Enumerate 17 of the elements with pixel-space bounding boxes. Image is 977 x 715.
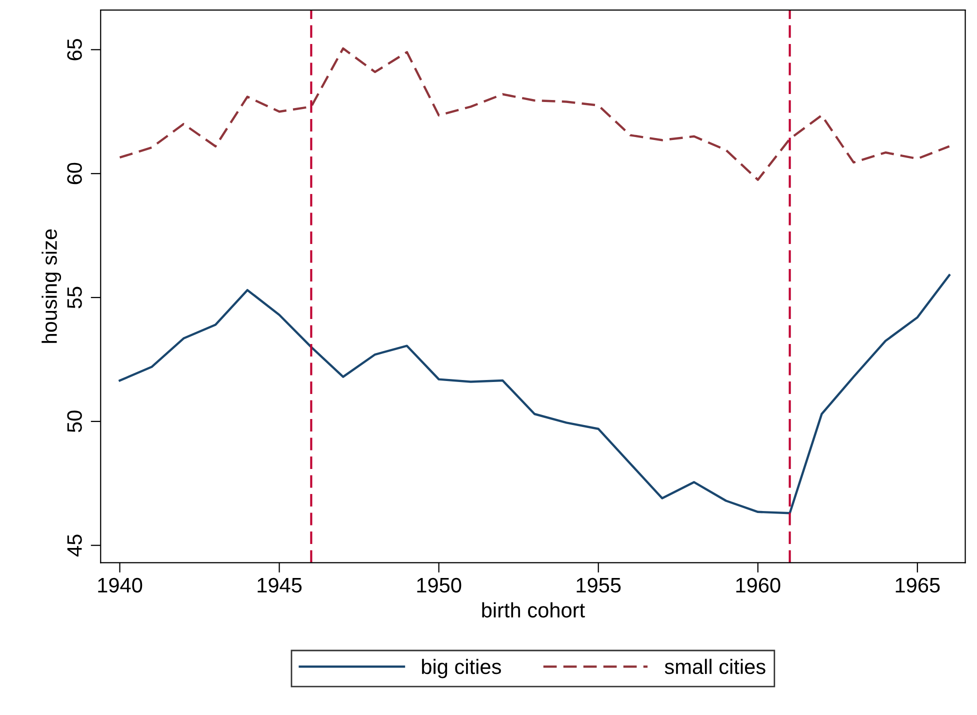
line-series (118, 274, 950, 514)
line-series (118, 47, 950, 181)
y-tick-label: 45 (67, 534, 82, 556)
x-tick-label: 1955 (576, 578, 621, 593)
x-tick-label: 1940 (98, 578, 142, 593)
y-tick-label: 60 (67, 162, 82, 184)
x-axis-title: birth cohort (482, 602, 585, 618)
x-tick-label: 1945 (258, 578, 302, 593)
y-tick-label: 65 (67, 38, 82, 60)
x-tick-label: 1950 (417, 578, 462, 593)
y-tick-label: 50 (67, 410, 82, 432)
y-axis-title: housing size (42, 229, 62, 343)
legend-label: big cities (422, 658, 501, 678)
legend-label: small cities (664, 658, 766, 674)
x-tick-label: 1960 (736, 578, 780, 593)
x-tick-label: 1965 (896, 578, 940, 593)
y-tick-label: 55 (67, 286, 82, 308)
